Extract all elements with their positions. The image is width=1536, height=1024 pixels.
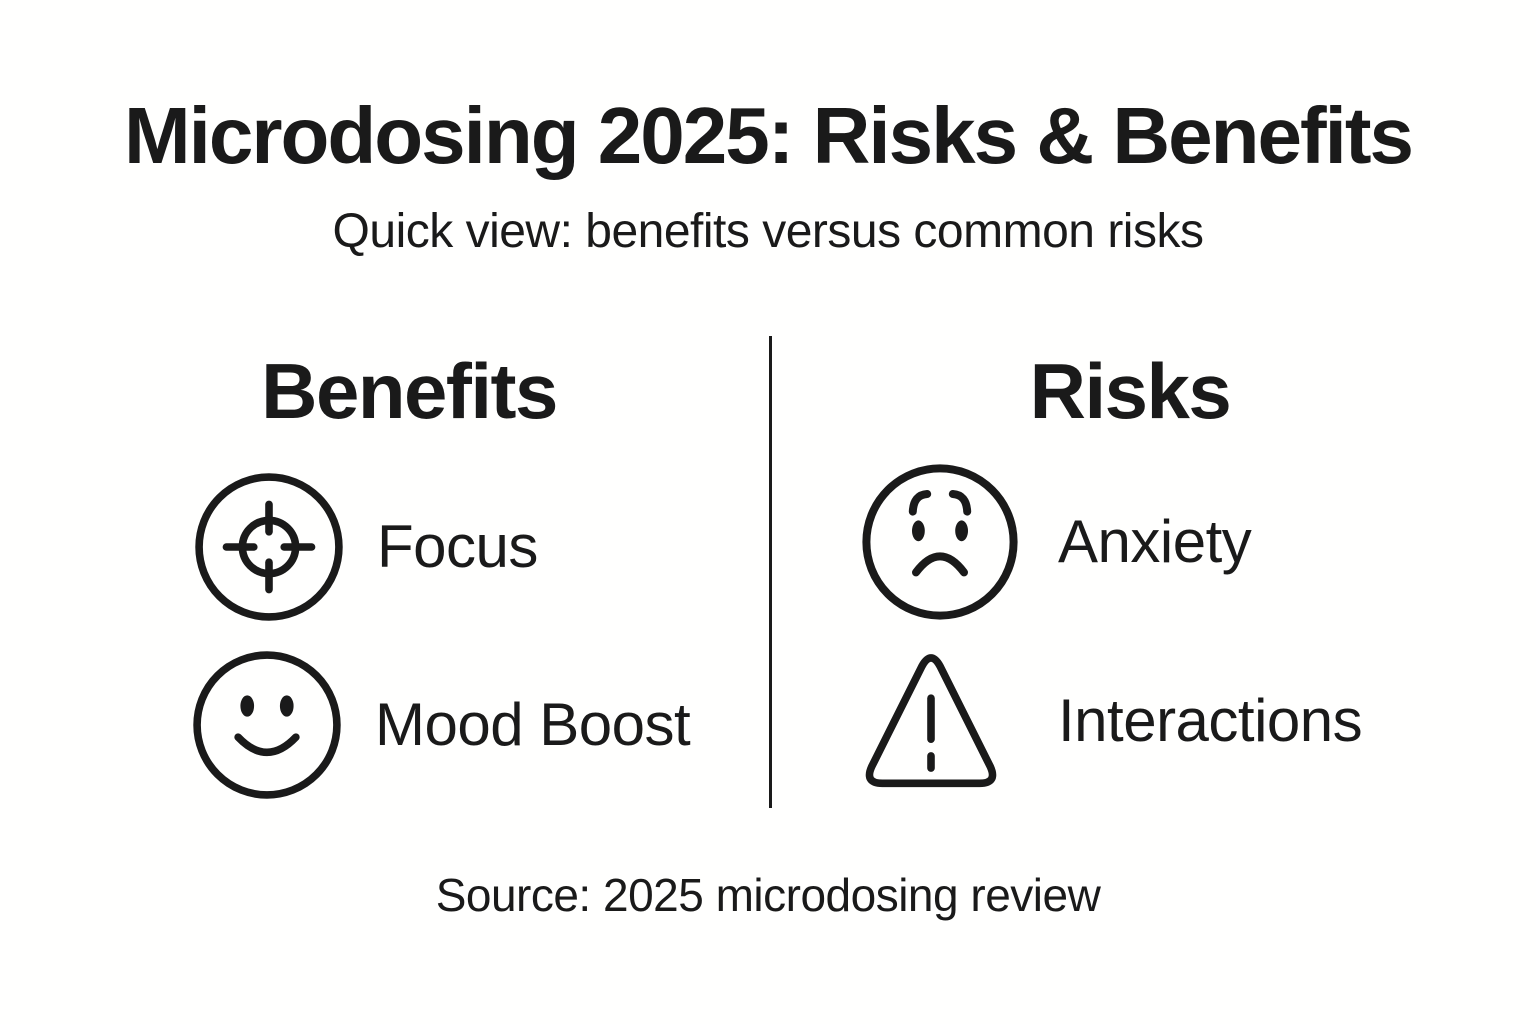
crosshair-target-icon [193,471,345,623]
risk-label-anxiety: Anxiety [1058,508,1252,575]
smiley-face-icon [191,649,343,801]
page-title: Microdosing 2025: Risks & Benefits [124,91,1414,180]
benefits-column-heading: Benefits [261,347,558,435]
warning-triangle-icon [855,645,1007,797]
benefit-item-mood-boost: Mood Boost [191,649,691,801]
worried-face-icon [860,462,1020,622]
risks-column-heading: Risks [1029,347,1232,435]
risk-item-interactions: Interactions [855,645,1363,797]
benefit-label-mood-boost: Mood Boost [375,691,691,758]
risk-label-interactions: Interactions [1058,687,1363,754]
page-subtitle: Quick view: benefits versus common risks [332,205,1204,258]
source-text: Source: 2025 microdosing review [435,869,1101,921]
benefit-label-focus: Focus [377,513,538,580]
column-divider [769,336,772,808]
benefit-item-focus: Focus [193,471,538,623]
risk-item-anxiety: Anxiety [860,462,1252,622]
